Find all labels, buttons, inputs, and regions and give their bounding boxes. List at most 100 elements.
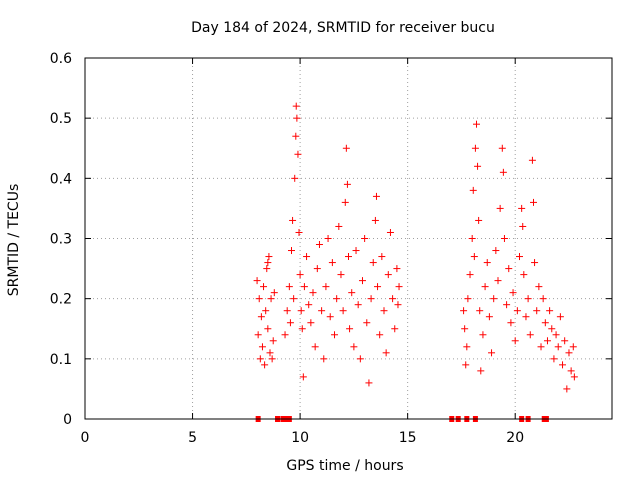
data-point: [565, 349, 573, 357]
data-point: [253, 277, 261, 285]
data-point: [335, 222, 343, 230]
data-point: [499, 168, 507, 176]
data-point: [537, 343, 545, 351]
y-tick-label: 0.5: [50, 111, 72, 127]
data-point: [471, 144, 479, 152]
data-point: [531, 259, 539, 267]
data-point: [339, 307, 347, 315]
data-point: [256, 355, 264, 363]
data-point: [261, 361, 269, 369]
data-point: [513, 307, 521, 315]
data-point: [561, 337, 569, 345]
data-point: [474, 162, 482, 170]
data-point: [468, 235, 476, 242]
data-point: [529, 198, 537, 206]
data-point: [295, 228, 303, 236]
data-point: [394, 301, 402, 309]
data-point: [546, 307, 554, 315]
data-point: [281, 331, 289, 339]
y-tick-labels: 0 0.1 0.2 0.3 0.4 0.5 0.6: [50, 51, 72, 428]
data-point: [469, 186, 477, 194]
data-point: [299, 373, 307, 381]
data-point: [479, 331, 487, 339]
data-point: [292, 102, 300, 110]
data-point: [481, 283, 489, 291]
data-point: [320, 355, 328, 363]
data-point: [505, 265, 513, 273]
y-axis-label: SRMTID / TECUs: [6, 184, 22, 297]
data-point: [483, 259, 491, 267]
data-point: [293, 114, 301, 122]
data-point: [461, 325, 469, 333]
data-point: [563, 385, 571, 393]
data-point: [294, 150, 302, 158]
data-point: [498, 144, 506, 152]
data-point: [518, 204, 526, 212]
data-point: [266, 349, 274, 357]
data-point: [395, 283, 403, 291]
data-point: [289, 216, 297, 224]
data-point: [367, 295, 375, 303]
data-point: [539, 295, 547, 303]
y-tick-label: 0: [63, 412, 72, 428]
y-tick-label: 0.1: [50, 352, 72, 368]
data-point: [286, 319, 294, 327]
data-point: [311, 343, 319, 351]
data-point: [543, 337, 551, 345]
data-point: [352, 247, 360, 255]
data-point: [369, 259, 377, 267]
data-point: [292, 132, 300, 140]
data-point: [554, 343, 562, 351]
data-point: [343, 180, 351, 188]
data-point: [371, 216, 379, 224]
data-points: [253, 102, 578, 393]
data-point: [326, 313, 334, 321]
data-point: [296, 271, 304, 279]
data-point: [384, 271, 392, 279]
data-point: [263, 265, 271, 273]
x-tick-label: 20: [506, 430, 524, 446]
data-point: [490, 295, 498, 303]
grid-lines: [85, 58, 612, 419]
axis-ticks: [84, 57, 612, 420]
data-point: [503, 301, 511, 309]
data-point: [494, 277, 502, 285]
data-point: [500, 235, 508, 242]
data-point: [376, 331, 384, 339]
data-point: [548, 325, 556, 333]
data-point: [462, 361, 470, 369]
data-point: [315, 241, 323, 249]
data-point: [524, 295, 532, 303]
chart-title: Day 184 of 2024, SRMTID for receiver buc…: [191, 20, 495, 36]
data-point: [270, 289, 278, 297]
data-point: [533, 307, 541, 315]
data-point: [475, 216, 483, 224]
data-point: [507, 319, 515, 327]
data-point: [509, 289, 517, 297]
data-point: [283, 307, 291, 315]
data-point: [255, 295, 263, 303]
data-point: [345, 253, 352, 261]
data-point: [477, 367, 485, 375]
data-point: [337, 271, 345, 279]
data-point: [313, 265, 321, 273]
data-point: [333, 295, 341, 303]
data-point: [567, 367, 575, 375]
data-point: [348, 289, 356, 297]
data-point: [520, 271, 528, 279]
data-point: [363, 319, 371, 327]
data-point: [472, 120, 480, 128]
data-point: [264, 259, 272, 267]
data-point: [291, 174, 299, 182]
data-point: [541, 319, 549, 327]
data-point: [300, 283, 308, 291]
data-point: [372, 192, 380, 200]
data-point: [380, 307, 388, 315]
data-point: [290, 295, 298, 303]
data-point: [463, 343, 471, 351]
data-point: [391, 325, 399, 333]
data-point: [265, 253, 273, 261]
data-point: [389, 295, 397, 303]
data-point: [350, 343, 358, 351]
data-point: [492, 247, 500, 255]
